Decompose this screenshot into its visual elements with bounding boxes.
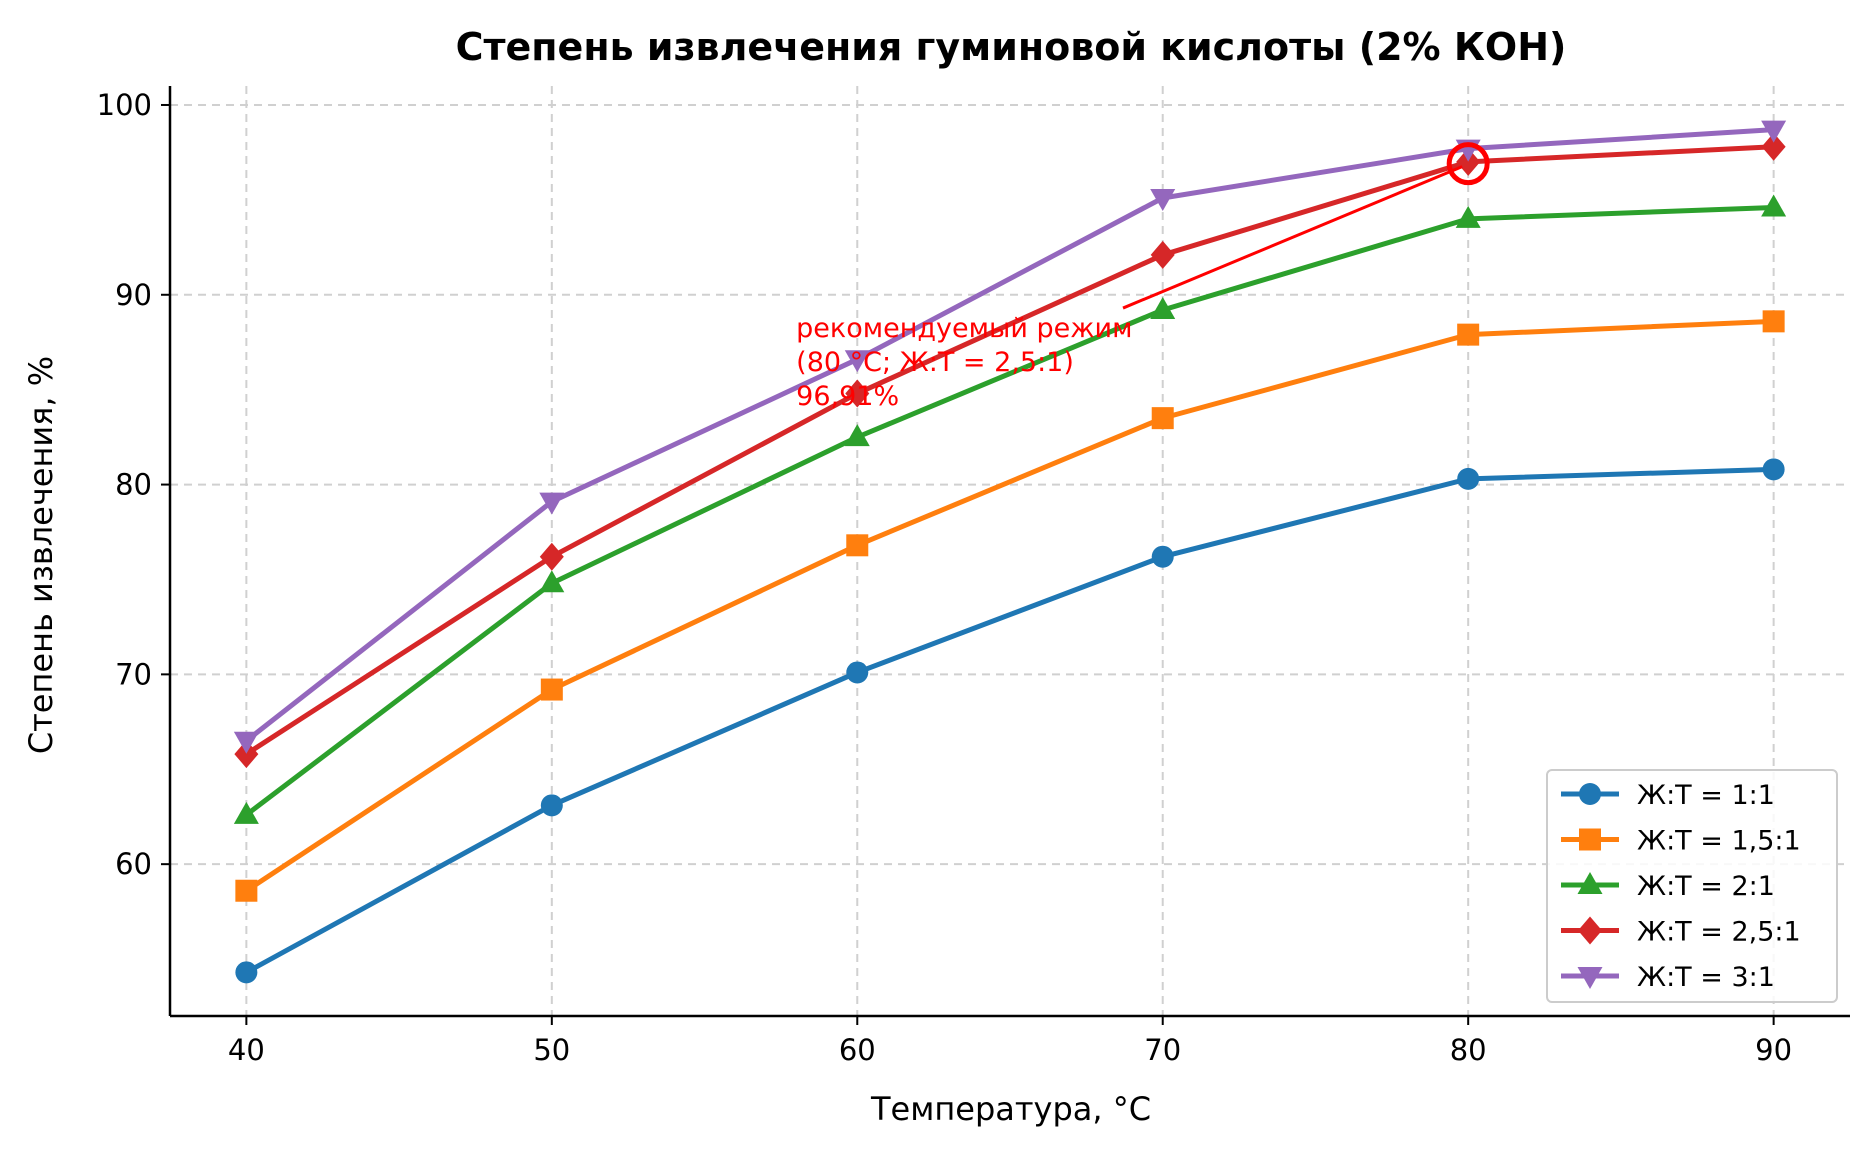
legend-label: Ж:Т = 3:1 xyxy=(1637,962,1775,993)
legend-label: Ж:Т = 1:1 xyxy=(1637,780,1775,811)
annotation-text: 96,91% xyxy=(796,381,899,412)
legend-marker xyxy=(1579,783,1601,805)
data-point xyxy=(1456,147,1481,176)
data-point xyxy=(1761,194,1787,217)
y-tick-label: 90 xyxy=(115,278,152,312)
legend-box xyxy=(1546,769,1838,1003)
annotation: рекомендуемый режим(80 °C; Ж:Т = 2,5:1)9… xyxy=(796,142,1490,412)
chart-title: Степень извлечения гуминовой кислоты (2%… xyxy=(456,25,1567,69)
legend-item: Ж:Т = 1:1 xyxy=(1561,780,1775,811)
legend-label: Ж:Т = 2,5:1 xyxy=(1637,917,1801,948)
ticks: 40 50 60 70 80 90 60 70 80 90 100 xyxy=(97,88,1792,1067)
data-point xyxy=(845,379,870,408)
data-point xyxy=(1455,205,1481,228)
series-line xyxy=(244,318,1774,893)
series-line xyxy=(245,466,1774,975)
series-line xyxy=(245,144,1774,757)
data-point xyxy=(844,424,870,447)
data-point xyxy=(1762,310,1785,333)
legend-item: Ж:Т = 2:1 xyxy=(1561,871,1775,902)
legend-marker xyxy=(1577,872,1603,894)
legend-marker xyxy=(1577,967,1603,989)
data-point xyxy=(1150,188,1176,211)
annotation-text: (80 °C; Ж:Т = 2,5:1) xyxy=(796,347,1074,378)
data-point xyxy=(846,661,869,684)
data-point xyxy=(540,678,563,701)
data-point xyxy=(539,492,565,515)
legend-item: Ж:Т = 1,5:1 xyxy=(1561,826,1801,857)
y-tick-label: 60 xyxy=(115,847,152,881)
series-4 xyxy=(234,132,1786,769)
data-point xyxy=(1761,132,1786,161)
x-tick-label: 50 xyxy=(533,1033,570,1067)
series-line xyxy=(244,204,1774,817)
data-point xyxy=(1150,296,1176,319)
data-point xyxy=(1762,458,1785,481)
series-2 xyxy=(235,310,1785,902)
data-point xyxy=(1761,120,1787,143)
y-axis-label: Степень извлечения, % xyxy=(22,356,60,754)
legend-marker xyxy=(1578,916,1602,945)
y-tick-label: 70 xyxy=(115,657,152,691)
data-point xyxy=(844,350,870,373)
legend-label: Ж:Т = 1,5:1 xyxy=(1637,826,1801,857)
data-point xyxy=(1151,407,1174,430)
legend-marker xyxy=(1579,828,1601,851)
legend: Ж:Т = 1:1 Ж:Т = 1,5:1 Ж:Т = 2:1 Ж:Т = 2,5:1… xyxy=(1546,769,1838,1003)
data-point xyxy=(539,542,564,571)
legend-item: Ж:Т = 2,5:1 xyxy=(1561,916,1801,948)
series-line xyxy=(244,127,1774,743)
highlight-ring xyxy=(1446,142,1490,186)
data-point xyxy=(235,961,258,984)
axes xyxy=(168,86,1850,1018)
annotation-arrow xyxy=(1122,165,1463,310)
data-point xyxy=(1457,323,1480,346)
data-point xyxy=(233,731,259,754)
x-tick-label: 40 xyxy=(228,1033,265,1067)
data-point xyxy=(539,570,565,593)
legend-item: Ж:Т = 3:1 xyxy=(1561,962,1775,993)
legend-label: Ж:Т = 2:1 xyxy=(1637,871,1775,902)
series-5 xyxy=(233,120,1787,754)
x-tick-label: 60 xyxy=(839,1033,876,1067)
series-1 xyxy=(235,458,1785,984)
annotation-text: рекомендуемый режим xyxy=(796,313,1132,344)
x-axis-label: Температура, °C xyxy=(870,1090,1151,1128)
data-point xyxy=(1457,467,1480,490)
data-point xyxy=(1150,240,1175,269)
x-tick-label: 90 xyxy=(1755,1033,1792,1067)
data-point xyxy=(846,534,869,557)
data-point xyxy=(1151,545,1174,568)
data-point xyxy=(233,801,259,824)
data-point xyxy=(234,740,259,769)
y-tick-label: 80 xyxy=(115,468,152,502)
x-tick-label: 70 xyxy=(1144,1033,1181,1067)
data-point xyxy=(235,879,258,902)
y-tick-label: 100 xyxy=(97,88,152,122)
series-3 xyxy=(233,194,1787,824)
x-tick-label: 80 xyxy=(1450,1033,1487,1067)
series-layer xyxy=(233,120,1787,984)
data-point xyxy=(540,794,563,817)
